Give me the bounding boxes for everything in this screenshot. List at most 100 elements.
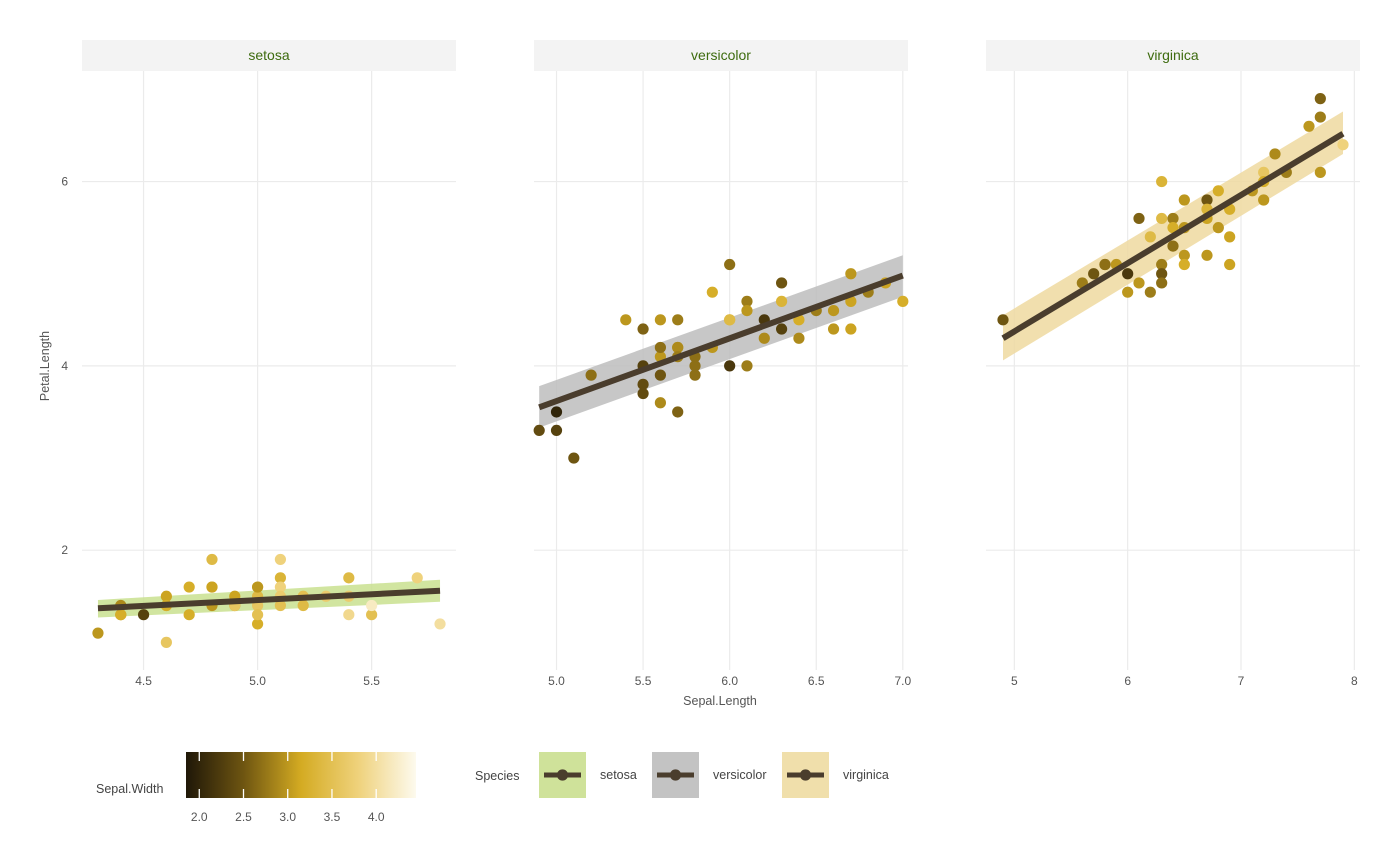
data-point [1088,268,1100,280]
x-axis-title: Sepal.Length [683,694,757,708]
data-point [1201,194,1213,206]
data-point [366,609,378,621]
colorbar-ticks: 2.0 2.5 3.0 3.5 4.0 [191,752,385,824]
data-point [183,581,195,593]
data-point [1201,249,1213,261]
species-legend: Species setosa versicolor virginica [475,752,889,798]
data-point [1314,93,1326,105]
legend-item-label: setosa [600,768,637,782]
legend-key-point [556,769,569,781]
data-point [1212,222,1224,234]
data-point [776,295,788,307]
colorbar-tick-label: 2.5 [235,810,252,824]
data-point [724,258,736,271]
data-point [183,609,195,621]
data-point [1314,111,1326,123]
x-tick-label: 5.0 [548,674,565,688]
data-point [1122,268,1134,280]
data-point [741,305,753,317]
facet-strip [986,40,1360,71]
data-point [115,609,127,621]
data-point [1212,185,1224,197]
colorbar-tick-label: 4.0 [368,810,385,824]
data-point [637,323,649,335]
data-point [550,406,563,418]
data-point [206,581,218,593]
data-point [274,553,287,566]
data-point [274,581,287,593]
data-point [92,627,104,639]
y-axis-title: Petal.Length [38,331,52,401]
data-point [1156,175,1168,188]
data-point [1122,286,1134,298]
regression-line [97,587,441,612]
colorbar [186,752,416,798]
data-point [1133,277,1145,289]
data-point [343,572,355,584]
colorbar-tick-label: 3.5 [324,810,341,824]
data-point [1258,194,1270,206]
y-tick-label: 4 [61,359,68,373]
legend-item-label: versicolor [713,768,767,782]
data-point [654,314,666,326]
facet-panels: setosa 4.5 5.0 5.5 versicolor 5.0 5.5 6.0 6.5 7.0… [61,40,1360,688]
y-axis-ticks: 2 4 6 [61,175,68,558]
data-point [741,295,753,307]
data-point [1099,258,1111,271]
data-point [637,387,649,400]
data-point [160,590,172,602]
regression-line [1001,131,1345,341]
data-point [845,268,857,280]
data-point [672,314,684,326]
species-legend-title: Species [475,769,519,783]
x-tick-label: 8 [1351,674,1358,688]
data-point [1156,258,1168,271]
data-point [1314,166,1326,178]
legend-key-point [799,769,812,781]
x-tick-label: 5.5 [363,674,380,688]
sepal-width-legend: Sepal.Width 2.0 2.5 3.0 3.5 4.0 [96,752,416,824]
data-point [1178,249,1190,261]
data-point [1156,212,1168,225]
data-point [274,572,287,584]
colorbar-tick-label: 2.0 [191,810,208,824]
data-point [251,609,264,621]
x-tick-label: 6.5 [808,674,825,688]
data-point [689,360,701,372]
species-legend-item-virginica: virginica [782,752,889,798]
data-point [343,609,355,621]
data-point [827,305,840,317]
data-point [741,360,753,372]
data-point [672,341,684,354]
species-legend-item-setosa: setosa [539,752,637,798]
facet-strip-label: setosa [248,47,289,63]
data-point [654,397,666,409]
data-point [897,295,909,307]
facet-panel-versicolor: versicolor 5.0 5.5 6.0 6.5 7.0 [533,40,911,688]
data-point [776,277,788,289]
data-point [1178,258,1190,271]
species-legend-item-versicolor: versicolor [652,752,767,798]
data-point [585,369,597,381]
data-point [827,323,840,335]
data-point [758,332,770,344]
data-point [793,332,805,344]
colorbar-tick-label: 3.0 [279,810,296,824]
data-point [1133,212,1145,225]
data-point [568,452,580,464]
data-point [1337,139,1349,151]
facet-panel-setosa: setosa 4.5 5.0 5.5 [82,40,456,688]
y-tick-label: 2 [61,543,68,557]
data-point [724,360,736,372]
data-point [620,314,632,326]
data-point [689,369,701,381]
sepal-width-legend-title: Sepal.Width [96,782,163,796]
x-tick-label: 5.5 [635,674,652,688]
x-tick-label: 7.0 [894,674,911,688]
data-point [672,406,684,418]
data-point [1258,166,1270,178]
x-tick-label: 6.0 [721,674,738,688]
data-point [654,341,666,354]
x-tick-label: 5.0 [249,674,266,688]
